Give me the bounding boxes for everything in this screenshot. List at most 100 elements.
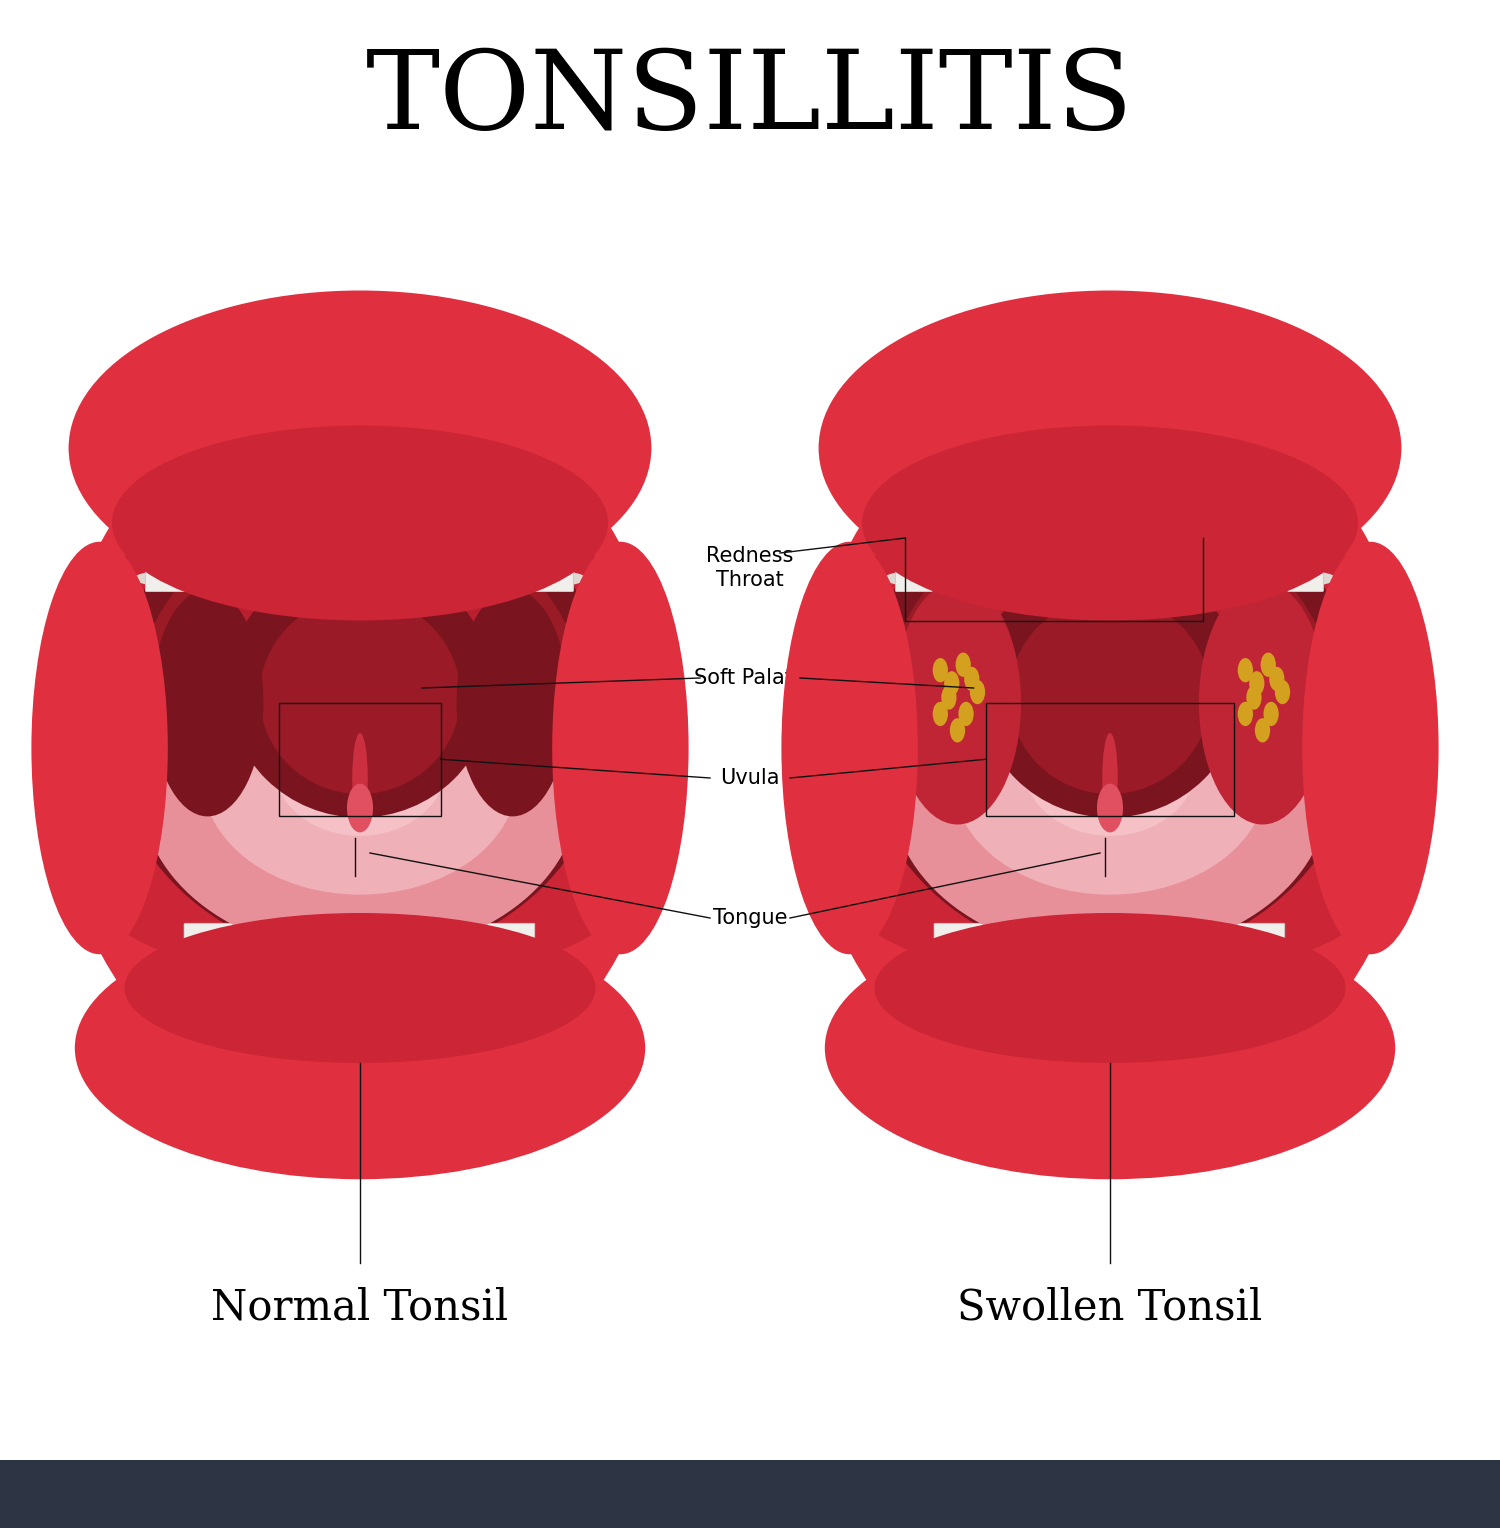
Ellipse shape [862,425,1358,620]
Ellipse shape [800,373,1420,1123]
Ellipse shape [1269,666,1284,691]
Ellipse shape [195,591,525,905]
Ellipse shape [228,558,492,817]
FancyBboxPatch shape [1058,530,1107,591]
Ellipse shape [346,784,374,833]
FancyBboxPatch shape [243,923,297,973]
FancyBboxPatch shape [308,530,357,591]
FancyBboxPatch shape [470,530,519,591]
Ellipse shape [1263,701,1278,726]
FancyBboxPatch shape [422,923,476,973]
Ellipse shape [1238,659,1252,683]
FancyBboxPatch shape [200,530,249,591]
Ellipse shape [884,561,1336,596]
FancyBboxPatch shape [896,530,945,591]
Ellipse shape [32,542,168,955]
FancyBboxPatch shape [993,923,1047,973]
Text: Swollen Tonsil: Swollen Tonsil [957,1287,1263,1329]
Ellipse shape [162,542,558,909]
Text: Normal: Normal [261,312,399,345]
FancyBboxPatch shape [1112,530,1161,591]
Ellipse shape [75,917,645,1180]
Ellipse shape [130,503,590,934]
Bar [0,1459,1500,1528]
Ellipse shape [933,659,948,683]
Ellipse shape [134,561,586,596]
Ellipse shape [1260,652,1276,677]
Ellipse shape [1275,680,1290,704]
Ellipse shape [837,501,1383,726]
Ellipse shape [1250,671,1264,695]
Ellipse shape [172,932,548,966]
Ellipse shape [1246,686,1262,709]
Text: IMAGE ID: 2468052205: IMAGE ID: 2468052205 [1305,1487,1450,1500]
FancyBboxPatch shape [524,530,573,591]
Ellipse shape [1023,691,1197,836]
Ellipse shape [456,590,568,816]
Ellipse shape [945,591,1275,905]
FancyBboxPatch shape [1112,530,1161,591]
Ellipse shape [891,631,1329,955]
Ellipse shape [273,691,447,836]
FancyBboxPatch shape [362,923,416,973]
Ellipse shape [950,718,964,743]
Text: www.shutterstock.com: www.shutterstock.com [1323,1507,1450,1517]
Ellipse shape [922,932,1298,966]
Ellipse shape [958,701,974,726]
FancyBboxPatch shape [362,530,411,591]
Ellipse shape [87,501,633,726]
FancyBboxPatch shape [146,530,195,591]
FancyBboxPatch shape [1166,530,1215,591]
FancyBboxPatch shape [1220,530,1269,591]
Text: shutterstock®: shutterstock® [80,1485,226,1504]
Ellipse shape [1238,701,1252,726]
Ellipse shape [894,582,1022,825]
Ellipse shape [912,542,1308,909]
FancyBboxPatch shape [303,923,357,973]
Ellipse shape [141,631,579,955]
FancyBboxPatch shape [470,530,519,591]
Ellipse shape [106,478,613,1018]
Ellipse shape [352,733,368,824]
Ellipse shape [1302,542,1438,955]
FancyBboxPatch shape [308,530,357,591]
Ellipse shape [856,475,1364,961]
Ellipse shape [782,542,918,955]
FancyBboxPatch shape [1220,530,1269,591]
FancyBboxPatch shape [934,923,988,973]
Ellipse shape [124,914,596,1063]
Ellipse shape [1096,784,1124,833]
Ellipse shape [880,503,1340,934]
Text: Abnormal: Abnormal [1041,312,1220,345]
FancyBboxPatch shape [896,530,945,591]
FancyBboxPatch shape [416,530,465,591]
Ellipse shape [106,475,613,961]
Ellipse shape [856,478,1364,1018]
FancyBboxPatch shape [524,530,573,591]
Ellipse shape [825,917,1395,1180]
Ellipse shape [202,662,518,894]
Ellipse shape [874,914,1346,1063]
Ellipse shape [944,671,960,695]
Text: Normal Tonsil: Normal Tonsil [211,1287,508,1329]
FancyBboxPatch shape [1274,530,1323,591]
Ellipse shape [964,666,980,691]
Ellipse shape [260,597,460,795]
Ellipse shape [1256,718,1270,743]
FancyBboxPatch shape [184,923,238,973]
FancyBboxPatch shape [1058,530,1107,591]
FancyBboxPatch shape [950,530,999,591]
FancyBboxPatch shape [146,530,195,591]
Text: Redness
Throat: Redness Throat [706,547,794,590]
FancyBboxPatch shape [416,530,465,591]
FancyBboxPatch shape [1004,530,1053,591]
Ellipse shape [850,816,1370,981]
Ellipse shape [942,686,957,709]
Ellipse shape [952,662,1268,894]
FancyBboxPatch shape [1274,530,1323,591]
Text: Tongue: Tongue [712,908,788,927]
Ellipse shape [978,558,1242,817]
Ellipse shape [100,816,620,981]
Bar [986,703,1234,816]
FancyBboxPatch shape [200,530,249,591]
